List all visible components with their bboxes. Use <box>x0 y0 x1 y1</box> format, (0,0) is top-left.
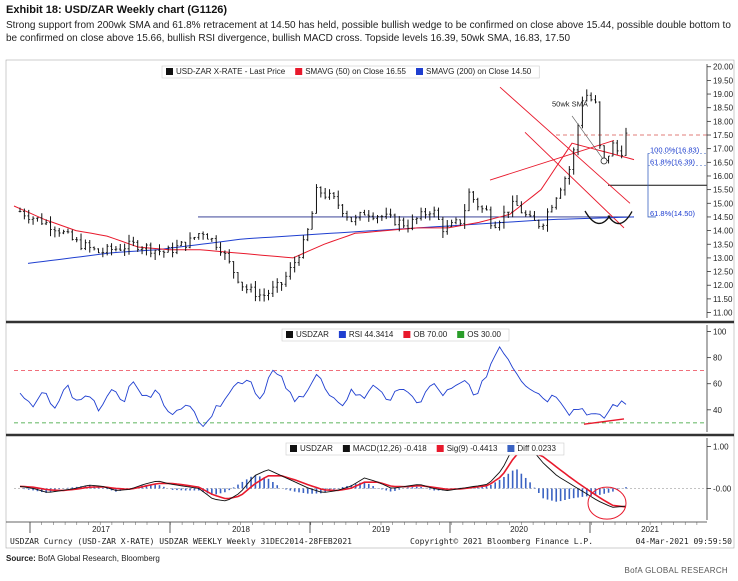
price-panel: 50wk SMA 100.0%(16.83) 61.8%(16.39) 61.8%(1… <box>13 63 734 318</box>
y-tick-label: 20.00 <box>713 63 734 72</box>
retracement-label-1450: 61.8%(14.50) <box>650 209 696 218</box>
x-year-label: 2018 <box>232 525 250 534</box>
legend-label: USDZAR <box>296 330 329 339</box>
y-tick-label: 11.00 <box>713 309 733 318</box>
y-tick-label: 13.50 <box>713 240 734 249</box>
legend-label: USD-ZAR X-RATE - Last Price <box>176 67 286 76</box>
legend-box <box>281 328 510 342</box>
legend-label: OS 30.00 <box>467 330 501 339</box>
y-tick-label: 80 <box>713 354 722 363</box>
y-tick-label: 12.50 <box>713 268 734 277</box>
x-axis: 2017 2018 2019 2020 2021 <box>6 521 707 534</box>
legend-swatch <box>507 445 515 452</box>
sma-callout-marker <box>600 157 608 165</box>
y-tick-label: 19.00 <box>713 90 734 99</box>
legend-box <box>161 65 540 79</box>
double-bottom-arc-left <box>584 210 611 224</box>
y-tick-label: 18.50 <box>713 104 734 113</box>
retracement-bracket <box>647 153 656 218</box>
legend-box <box>285 442 565 456</box>
triangle-upper-line <box>489 140 615 181</box>
wedge-lower-line <box>524 131 625 229</box>
chart-frame <box>5 59 735 549</box>
legend-swatch <box>286 331 293 338</box>
legend-swatch <box>457 331 465 338</box>
retracement-label-100: 100.0%(16.83) <box>650 145 700 154</box>
rsi-line <box>19 346 627 428</box>
source-label: Source: <box>6 554 36 563</box>
y-tick-label: 13.00 <box>713 254 734 263</box>
y-tick-label: 14.00 <box>713 227 734 236</box>
x-year-label: 2017 <box>92 525 110 534</box>
y-tick-label: 40 <box>713 406 722 415</box>
retracement-label-618: 61.8%(16.39) <box>650 157 696 166</box>
legend-swatch <box>295 68 303 75</box>
rsi-panel: 40 60 80 100 USDZAR RSI 44.3414 OB 70.00 OS 30.… <box>14 325 727 432</box>
y-tick-label: 14.50 <box>713 213 734 222</box>
rsi-divergence-line <box>583 418 625 425</box>
double-bottom-arc-right <box>607 211 633 225</box>
wedge-upper-line <box>499 86 631 204</box>
legend-label: SMAVG (50) on Close 16.55 <box>305 67 406 76</box>
legend-label: RSI 44.3414 <box>349 330 394 339</box>
y-tick-label: 16.50 <box>713 158 734 167</box>
y-tick-label: 17.00 <box>713 145 734 154</box>
y-tick-label: 60 <box>713 380 722 389</box>
legend-label: USDZAR <box>300 444 333 453</box>
legend-swatch <box>338 331 346 338</box>
legend-label: Diff 0.0233 <box>517 444 556 453</box>
legend-label: MACD(12,26) -0.418 <box>353 444 427 453</box>
y-tick-label: 17.50 <box>713 131 734 140</box>
legend-label: Sig(9) -0.4413 <box>447 444 498 453</box>
legend-swatch <box>416 68 423 75</box>
macd-cross-circle <box>587 486 627 520</box>
sma-callout-line <box>571 115 604 160</box>
y-tick-label: 15.00 <box>713 199 734 208</box>
sma50-line <box>13 142 635 259</box>
footer-copyright: Copyright© 2021 Bloomberg Finance L.P. <box>410 537 594 546</box>
legend-swatch <box>403 331 411 338</box>
y-tick-label: 11.50 <box>713 295 733 304</box>
legend-swatch <box>436 445 444 452</box>
y-tick-label: 15.50 <box>713 186 734 195</box>
legend-swatch <box>166 68 173 75</box>
legend-label: OB 70.00 <box>413 330 447 339</box>
macd-panel: 1.00 -0.00 USDZAR MACD(12,26) -0.418 Sig(9) … <box>14 438 732 520</box>
sma-callout-label: 50wk SMA <box>552 99 588 108</box>
y-tick-label: 18.00 <box>713 117 734 126</box>
y-tick-label: 100 <box>713 328 727 337</box>
footer-left: USDZAR Curncy (USD-ZAR X-RATE) USDZAR WE… <box>10 537 352 546</box>
source-line: Source: BofA Global Research, Bloomberg <box>6 554 160 563</box>
footer-timestamp: 04-Mar-2021 09:59:50 <box>635 537 732 546</box>
exhibit-title: Exhibit 18: USD/ZAR Weekly chart (G1126) <box>6 4 228 16</box>
x-year-label: 2021 <box>641 525 659 534</box>
legend-swatch <box>290 445 297 452</box>
macd-signal-line <box>19 449 627 508</box>
y-tick-label: 1.00 <box>713 442 729 451</box>
x-year-label: 2020 <box>510 525 528 534</box>
y-tick-label: 12.00 <box>713 281 734 290</box>
legend-label: SMAVG (200) on Close 14.50 <box>426 67 532 76</box>
brand-label: BofA GLOBAL RESEARCH <box>624 566 728 575</box>
x-year-label: 2019 <box>372 525 390 534</box>
y-tick-label: 19.50 <box>713 76 734 85</box>
legend-swatch <box>342 445 350 452</box>
source-text: BofA Global Research, Bloomberg <box>38 554 160 563</box>
y-tick-label: 16.00 <box>713 172 734 181</box>
y-tick-label: -0.00 <box>713 484 732 493</box>
exhibit-description: Strong support from 200wk SMA and 61.8% … <box>6 20 731 44</box>
